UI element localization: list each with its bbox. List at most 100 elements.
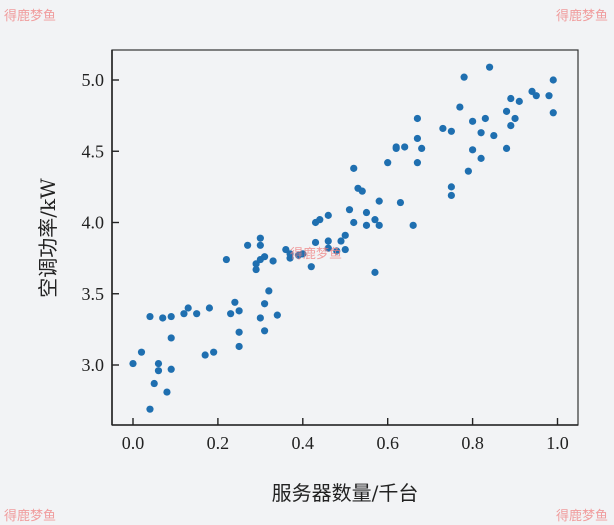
data-point: [324, 244, 332, 252]
data-point: [273, 311, 281, 319]
data-point: [396, 198, 405, 207]
data-point: [333, 247, 341, 255]
data-point: [260, 327, 269, 335]
data-point: [439, 124, 447, 133]
data-point: [180, 310, 188, 318]
data-point: [256, 241, 264, 249]
data-point: [447, 191, 455, 200]
data-point: [193, 310, 201, 318]
data-point: [345, 206, 354, 214]
data-point: [350, 218, 358, 227]
data-point: [447, 183, 455, 191]
data-point: [384, 159, 392, 167]
data-point: [265, 287, 273, 295]
y-tick-label: 3.5: [82, 284, 105, 304]
data-point: [307, 263, 315, 271]
data-point: [269, 257, 277, 265]
data-point: [299, 250, 307, 258]
watermark-top-right: 得鹿梦鱼: [556, 9, 609, 24]
data-point: [341, 231, 349, 239]
data-point: [350, 164, 358, 172]
data-point: [464, 167, 472, 175]
data-point: [286, 250, 294, 258]
watermark-bottom-left: 得鹿梦鱼: [4, 509, 57, 524]
data-point: [477, 129, 485, 137]
data-point: [502, 107, 511, 115]
data-point: [235, 328, 243, 336]
data-point: [358, 187, 366, 195]
x-tick-label: 0.0: [122, 433, 145, 453]
y-tick-label: 4.0: [82, 213, 105, 233]
y-tick-label: 5.0: [82, 70, 105, 90]
data-point: [256, 314, 264, 322]
data-point: [413, 134, 422, 143]
data-point: [129, 359, 137, 368]
y-tick-label: 4.5: [82, 141, 105, 161]
watermark-center: 得鹿梦鱼: [290, 247, 343, 262]
x-tick-label: 0.6: [376, 433, 399, 453]
data-point: [469, 146, 477, 154]
data-point: [256, 234, 264, 242]
data-point: [154, 367, 163, 375]
data-point: [227, 310, 235, 318]
data-point: [481, 114, 489, 123]
data-point: [311, 238, 320, 247]
data-point: [371, 268, 379, 276]
data-point: [371, 216, 379, 224]
data-point: [324, 211, 332, 219]
data-point: [401, 143, 409, 151]
data-point: [163, 388, 171, 396]
data-point: [184, 304, 192, 312]
data-point: [485, 63, 494, 71]
y-tick-label: 3.0: [82, 355, 105, 375]
data-point: [146, 312, 154, 321]
data-point: [205, 304, 214, 312]
data-point: [507, 122, 515, 130]
data-point: [532, 92, 540, 100]
data-point: [362, 208, 371, 217]
x-tick-label: 0.4: [292, 433, 315, 453]
data-point: [362, 221, 371, 229]
watermark-top-left: 得鹿梦鱼: [4, 9, 57, 24]
y-axis-label: 空调功率/kW: [36, 178, 60, 298]
data-point: [154, 359, 163, 368]
data-point: [507, 94, 515, 103]
data-point: [456, 103, 464, 111]
data-point: [201, 351, 209, 359]
data-point: [150, 379, 158, 388]
data-point: [252, 265, 260, 274]
data-point: [460, 73, 468, 81]
data-point: [409, 221, 417, 229]
data-point: [502, 144, 511, 152]
data-point: [549, 76, 557, 84]
data-point: [167, 334, 175, 342]
data-point: [231, 298, 239, 306]
data-point: [375, 197, 383, 205]
data-point: [418, 144, 426, 152]
data-point: [375, 221, 383, 229]
data-point: [413, 159, 422, 167]
data-point: [392, 143, 400, 151]
data-point: [146, 405, 154, 413]
x-tick-label: 1.0: [546, 433, 569, 453]
data-point: [447, 127, 455, 135]
data-point: [167, 365, 175, 373]
data-point: [210, 348, 218, 356]
watermark-bottom-right: 得鹿梦鱼: [556, 509, 609, 524]
data-point: [222, 255, 230, 264]
data-point: [137, 348, 146, 356]
data-point: [324, 237, 332, 245]
data-point: [515, 97, 523, 105]
data-point: [260, 253, 269, 261]
data-point: [469, 117, 477, 125]
x-tick-label: 0.8: [461, 433, 484, 453]
data-point: [490, 131, 498, 140]
x-tick-label: 0.2: [207, 433, 230, 453]
data-point: [316, 216, 324, 224]
data-point: [549, 109, 557, 117]
data-point: [341, 245, 349, 254]
data-point: [235, 342, 243, 351]
x-axis-label: 服务器数量/千台: [272, 481, 419, 505]
data-point: [413, 114, 422, 123]
